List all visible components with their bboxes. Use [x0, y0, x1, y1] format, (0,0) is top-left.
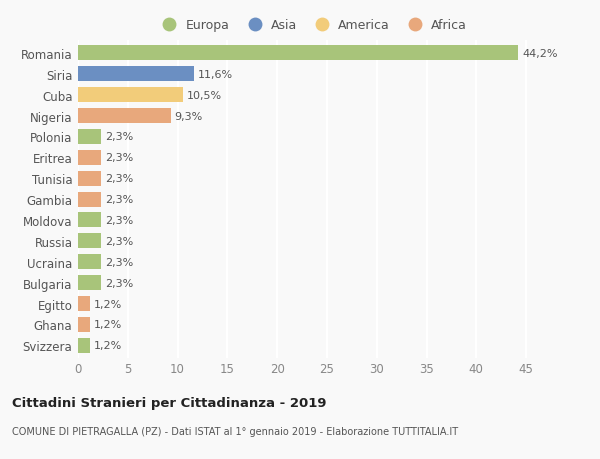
Bar — [78, 297, 90, 311]
Bar — [78, 151, 101, 166]
Legend: Europa, Asia, America, Africa: Europa, Asia, America, Africa — [157, 19, 467, 32]
Bar — [78, 317, 90, 332]
Text: 44,2%: 44,2% — [522, 49, 557, 59]
Bar — [78, 255, 101, 270]
Text: 1,2%: 1,2% — [94, 299, 122, 309]
Bar — [78, 67, 194, 82]
Text: 2,3%: 2,3% — [105, 195, 133, 205]
Text: 10,5%: 10,5% — [187, 90, 221, 101]
Bar — [78, 171, 101, 186]
Bar — [78, 46, 518, 62]
Bar — [78, 213, 101, 228]
Bar — [78, 338, 90, 353]
Text: 2,3%: 2,3% — [105, 153, 133, 163]
Text: 2,3%: 2,3% — [105, 278, 133, 288]
Text: 9,3%: 9,3% — [175, 112, 203, 121]
Bar — [78, 192, 101, 207]
Bar — [78, 275, 101, 291]
Text: 2,3%: 2,3% — [105, 257, 133, 267]
Text: 2,3%: 2,3% — [105, 216, 133, 225]
Text: Cittadini Stranieri per Cittadinanza - 2019: Cittadini Stranieri per Cittadinanza - 2… — [12, 396, 326, 409]
Bar — [78, 88, 182, 103]
Text: 1,2%: 1,2% — [94, 319, 122, 330]
Text: 2,3%: 2,3% — [105, 236, 133, 246]
Text: 2,3%: 2,3% — [105, 132, 133, 142]
Bar — [78, 129, 101, 145]
Bar — [78, 234, 101, 249]
Text: 2,3%: 2,3% — [105, 174, 133, 184]
Text: 1,2%: 1,2% — [94, 341, 122, 351]
Text: COMUNE DI PIETRAGALLA (PZ) - Dati ISTAT al 1° gennaio 2019 - Elaborazione TUTTIT: COMUNE DI PIETRAGALLA (PZ) - Dati ISTAT … — [12, 426, 458, 436]
Text: 11,6%: 11,6% — [197, 70, 233, 80]
Bar — [78, 109, 170, 124]
